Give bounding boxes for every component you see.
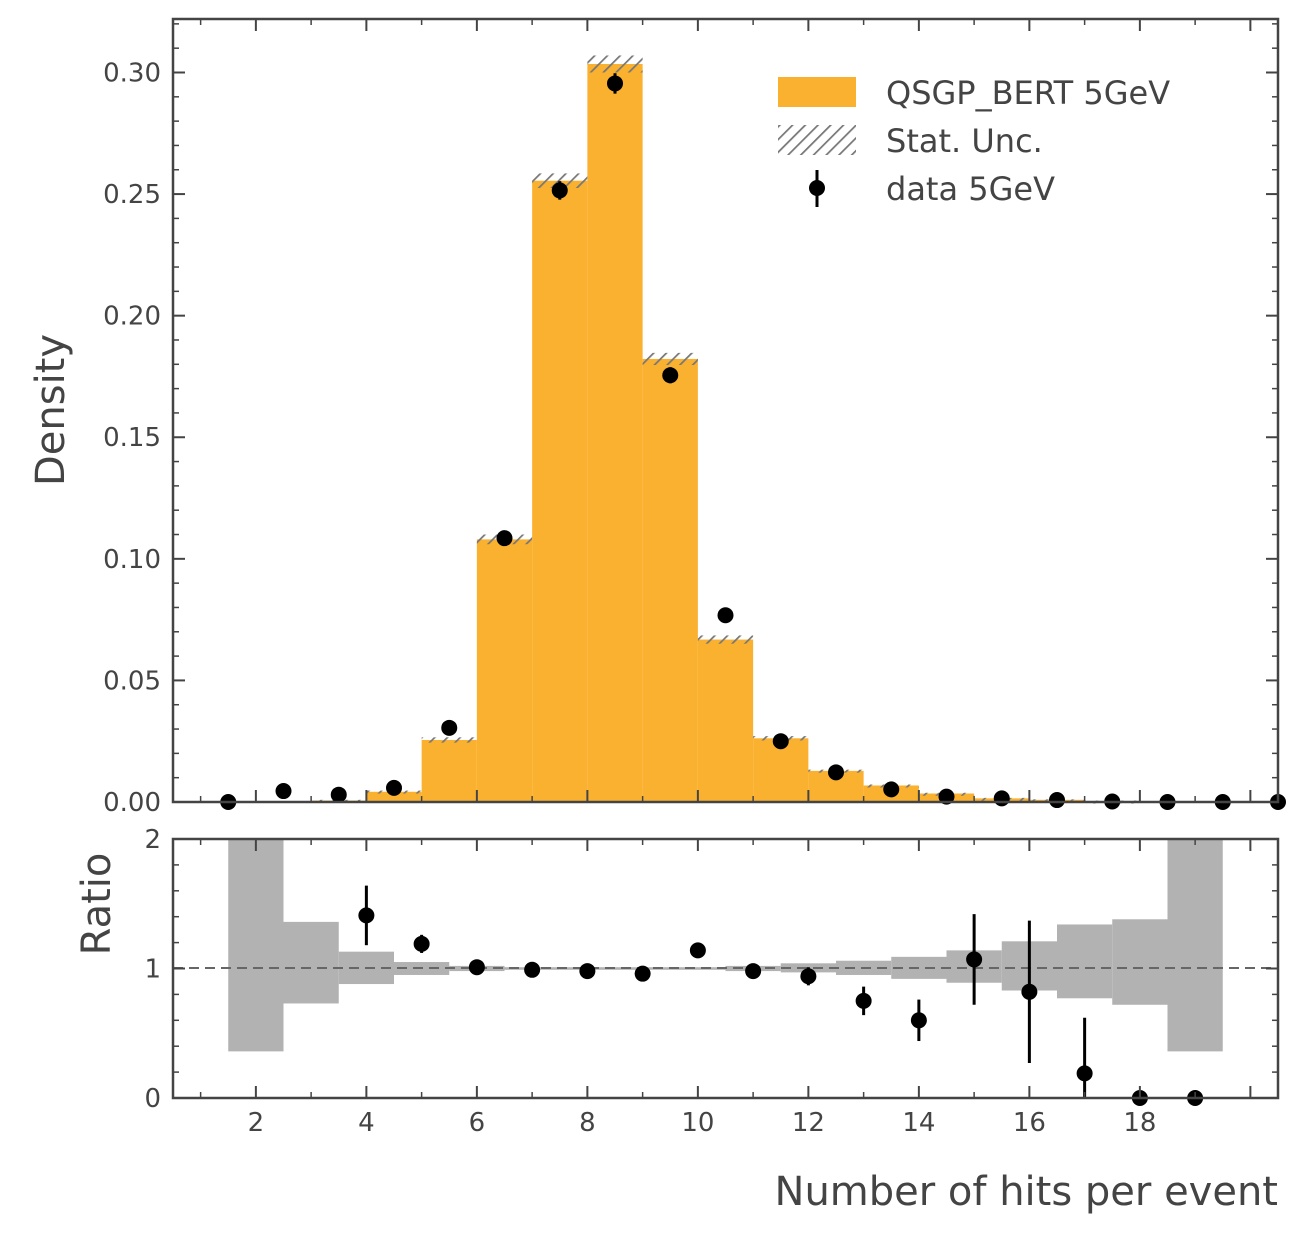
hist-bar-6 — [532, 180, 588, 802]
hist-bar-4 — [421, 739, 477, 802]
ratio-point-6 — [689, 942, 706, 959]
y-tick-label: 0.00 — [103, 788, 161, 818]
x-tick-label: 2 — [248, 1108, 265, 1138]
ratio-band-bin-16 — [1112, 919, 1168, 1005]
data-point-6 — [551, 182, 568, 199]
ratio-point-0 — [358, 907, 375, 924]
data-point-2 — [330, 786, 347, 803]
legend-label-unc: Stat. Unc. — [886, 122, 1043, 160]
ratio-axes-frame — [171, 837, 1280, 1100]
y-axis-label-density: Density — [28, 334, 74, 486]
data-point-14 — [993, 790, 1010, 807]
unc-hatch-7 — [587, 55, 643, 73]
hist-bar-9 — [697, 639, 754, 802]
unc-hatch-4 — [421, 737, 477, 743]
data-point-9 — [717, 607, 734, 624]
x-tick-label: 16 — [1013, 1108, 1046, 1138]
unc-hatch-8 — [642, 352, 698, 366]
x-tick-label: 14 — [902, 1108, 935, 1138]
data-point-3 — [386, 779, 402, 796]
data-point-4 — [441, 719, 458, 736]
ratio-y-tick-label: 0 — [144, 1084, 161, 1114]
legend-label-model: QSGP_BERT 5GeV — [886, 74, 1170, 112]
x-tick-label: 12 — [792, 1108, 825, 1138]
ratio-point-4 — [579, 963, 596, 980]
ratio-point-13 — [1076, 1065, 1093, 1082]
data-point-11 — [828, 764, 844, 781]
ratio-point-1 — [413, 935, 430, 952]
main-panel: 0.00 0.05 0.10 0.15 0.20 0.25 0.30 Density QSG… — [28, 17, 1286, 818]
y-tick-label: 0.05 — [103, 666, 161, 696]
ratio-y-tick-label: 2 — [144, 825, 161, 855]
x-tick-label: 10 — [681, 1108, 714, 1138]
unc-hatch-9 — [697, 635, 754, 644]
ratio-point-10 — [910, 1012, 927, 1029]
ratio-band-bin-1 — [283, 921, 339, 1004]
data-point-7 — [607, 75, 623, 92]
hist-bar-5 — [476, 539, 533, 802]
ratio-point-8 — [800, 968, 817, 985]
data-point-5 — [496, 530, 513, 547]
legend-swatch-model — [778, 77, 856, 107]
legend: QSGP_BERT 5GeV Stat. Unc. data 5GeV — [778, 74, 1170, 208]
ratio-point-3 — [524, 961, 541, 978]
ratio-point-12 — [1021, 983, 1038, 1000]
x-tick-label: 18 — [1123, 1108, 1156, 1138]
data-point-12 — [883, 781, 900, 798]
legend-label-data: data 5GeV — [886, 170, 1055, 208]
ratio-band-bin-15 — [1057, 924, 1113, 999]
main-axes-frame — [171, 17, 1280, 804]
main-axis-ticks: 0.00 0.05 0.10 0.15 0.20 0.25 0.30 — [103, 19, 1278, 818]
ratio-point-11 — [966, 951, 983, 968]
legend-marker-data — [809, 180, 825, 196]
data-point-10 — [772, 733, 789, 750]
ratio-points — [358, 885, 1204, 1106]
ratio-y-tick-label: 1 — [144, 955, 161, 985]
y-tick-label: 0.10 — [103, 545, 161, 575]
hist-bar-7 — [587, 63, 643, 802]
x-tick-label: 4 — [358, 1108, 375, 1138]
ratio-band-bin-0 — [228, 839, 284, 1052]
y-tick-label: 0.20 — [103, 302, 161, 332]
y-tick-label: 0.30 — [103, 58, 161, 88]
ratio-point-5 — [634, 965, 651, 982]
data-points — [220, 73, 1286, 810]
data-point-13 — [938, 788, 955, 805]
unc-hatch-6 — [532, 173, 588, 189]
y-tick-label: 0.15 — [103, 423, 161, 453]
ratio-band-bin-17 — [1167, 839, 1223, 1052]
x-tick-label: 8 — [579, 1108, 596, 1138]
ratio-unc-band — [228, 839, 1223, 1052]
hist-bar-3 — [366, 791, 422, 802]
y-tick-label: 0.25 — [103, 180, 161, 210]
x-axis-label: Number of hits per event — [775, 1169, 1278, 1215]
data-point-15 — [1049, 792, 1065, 809]
ratio-point-7 — [745, 963, 762, 980]
x-tick-label: 6 — [469, 1108, 486, 1138]
hist-bar-8 — [642, 358, 698, 802]
ratio-band-bin-8 — [670, 967, 726, 970]
legend-swatch-unc — [778, 125, 856, 155]
data-point-8 — [662, 367, 679, 384]
ratio-point-9 — [855, 992, 872, 1009]
data-point-1 — [275, 783, 292, 800]
y-axis-label-ratio: Ratio — [74, 853, 120, 956]
ratio-point-2 — [468, 959, 485, 976]
